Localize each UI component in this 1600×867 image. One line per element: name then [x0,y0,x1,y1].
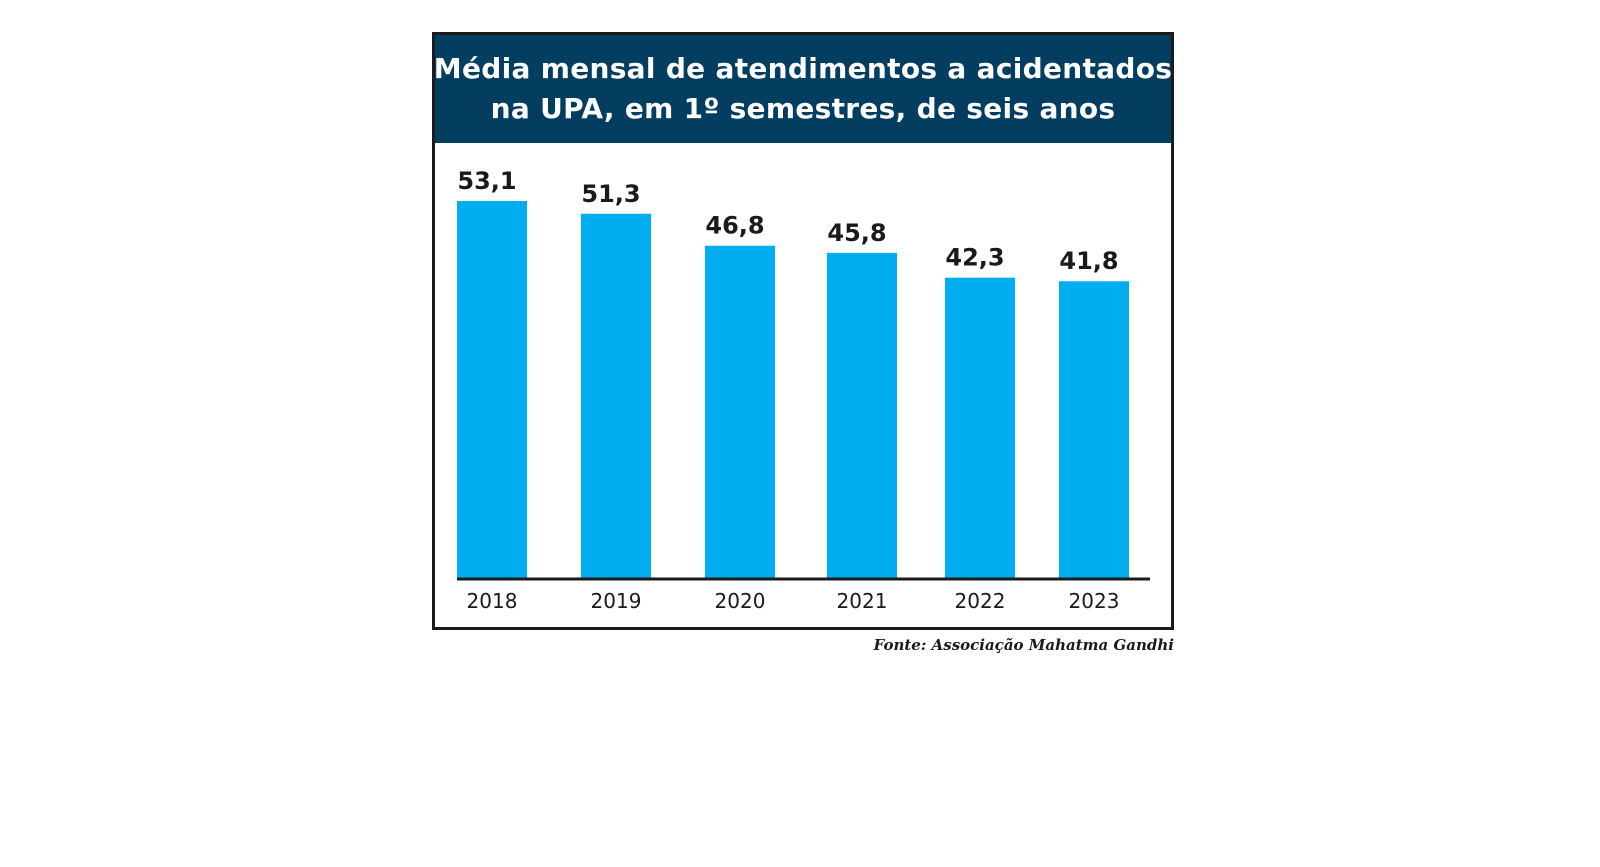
data-label-2023: 41,8 [1059,247,1118,275]
chart-title: Média mensal de atendimentos a acidentad… [433,35,1173,143]
bar-2019 [581,213,651,578]
bar-2022 [945,277,1015,578]
x-tick-label-2022: 2022 [955,589,1006,613]
data-label-2019: 51,3 [581,180,640,208]
source-note: Fonte: Associação Mahatma Gandhi [873,636,1174,654]
x-tick-label-2018: 2018 [467,589,518,613]
bar-2021 [827,252,897,579]
data-label-2018: 53,1 [457,167,516,195]
chart-title-line-1: Média mensal de atendimentos a acidentad… [433,52,1173,85]
x-tick-label-2023: 2023 [1069,589,1120,613]
data-label-2020: 46,8 [705,212,764,240]
chart-frame: Média mensal de atendimentos a acidentad… [432,32,1174,630]
bar-chart: 53,1 2018 51,3 2019 46,8 2020 45,8 2021 42,3 2022… [457,167,1150,613]
bar-2018 [457,201,527,578]
data-label-2021: 45,8 [827,219,886,247]
x-tick-label-2021: 2021 [837,589,888,613]
x-tick-label-2020: 2020 [715,589,766,613]
data-label-2022: 42,3 [945,244,1004,272]
chart-title-line-2: na UPA, em 1º semestres, de seis anos [490,92,1116,125]
bar-2020 [705,245,775,578]
bar-2023 [1059,281,1129,578]
x-tick-label-2019: 2019 [591,589,642,613]
